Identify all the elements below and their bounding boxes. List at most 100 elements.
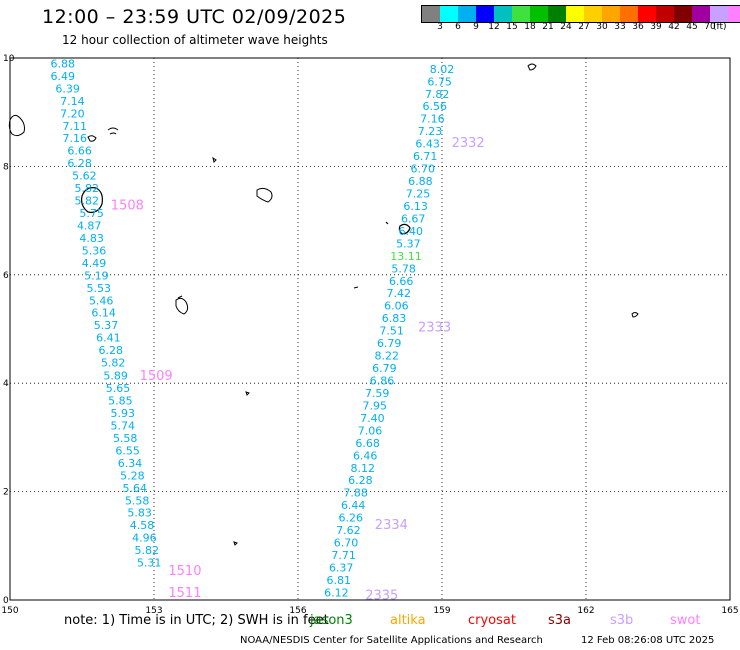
- color-scale-bar: [421, 5, 740, 23]
- color-scale-tick-label: 30: [596, 22, 608, 32]
- color-scale-tick-label: 15: [506, 22, 518, 32]
- wave-height-value: 5.74: [111, 419, 136, 432]
- x-tick-label: 162: [577, 606, 594, 616]
- wave-height-value: 5.37: [94, 319, 119, 332]
- wave-height-value: 6.43: [415, 138, 440, 151]
- wave-height-value: 6.06: [384, 300, 409, 313]
- wave-height-value: 7.40: [360, 412, 385, 425]
- wave-height-value: 6.67: [401, 212, 426, 225]
- wave-height-value: 4.96: [132, 532, 157, 545]
- y-tick-label: 2: [3, 488, 9, 498]
- wave-height-value: 5.75: [79, 207, 104, 220]
- wave-height-value: 6.70: [334, 537, 359, 550]
- island-outline: [256, 187, 273, 203]
- island-outline: [233, 541, 238, 546]
- island-outline: [631, 312, 639, 318]
- color-scale-tick-label: 45: [686, 22, 698, 32]
- wave-height-value: 5.93: [111, 407, 136, 420]
- island-outline: [87, 135, 97, 142]
- y-tick-label: 0: [3, 596, 9, 606]
- wave-height-value: 6.88: [51, 57, 76, 70]
- wave-height-value: 5.82: [75, 195, 100, 208]
- wave-height-value: 13.11: [390, 250, 422, 263]
- pass-number-label: 1511: [168, 586, 201, 601]
- wave-height-value: 5.62: [72, 170, 97, 183]
- color-scale-swatch: [422, 6, 440, 22]
- wave-height-value: 6.37: [329, 561, 354, 574]
- wave-height-value: 6.13: [403, 200, 428, 213]
- x-tick-label: 165: [721, 606, 738, 616]
- wave-height-value: 5.65: [106, 382, 131, 395]
- map-grid: [9, 57, 731, 601]
- color-scale-swatch: [494, 6, 512, 22]
- y-tick-label: 4: [3, 379, 9, 389]
- pass-number-label: 1508: [111, 198, 144, 213]
- wave-height-value: 7.82: [425, 88, 450, 101]
- color-scale-unit: (ft): [713, 22, 727, 32]
- wave-height-value: 7.11: [63, 120, 88, 133]
- color-scale-tick-label: 36: [632, 22, 644, 32]
- wave-height-value: 5.28: [120, 469, 145, 482]
- island-outline: [245, 391, 250, 396]
- color-scale-swatch: [602, 6, 620, 22]
- wave-height-value: 6.34: [118, 457, 143, 470]
- color-scale-tick-label: 18: [524, 22, 536, 32]
- island-outline: [175, 295, 189, 315]
- footer-date: 12 Feb 08:26:08 UTC 2025: [581, 635, 715, 646]
- wave-height-value: 6.14: [91, 307, 116, 320]
- wave-height-value: 6.46: [353, 449, 378, 462]
- mission-legend-altika: altika: [390, 613, 426, 628]
- wave-height-value: 5.36: [82, 244, 107, 257]
- wave-height-value: 5.46: [89, 294, 114, 307]
- wave-height-value: 6.56: [423, 100, 448, 113]
- wave-height-value: 4.49: [82, 257, 107, 270]
- wave-height-value: 6.75: [427, 75, 452, 88]
- wave-height-value: 8.12: [351, 462, 376, 475]
- island-outline: [8, 114, 25, 137]
- color-scale-tick-label: 6: [455, 22, 461, 32]
- wave-height-value: 6.70: [411, 163, 436, 176]
- wave-height-value: 5.82: [75, 182, 100, 195]
- wave-height-value: 6.40: [399, 225, 424, 238]
- x-tick-label: 150: [1, 606, 18, 616]
- wave-height-value: 7.71: [331, 549, 356, 562]
- wave-height-value: 5.19: [84, 269, 109, 282]
- wave-height-value: 5.83: [127, 507, 152, 520]
- island-outlines: [8, 63, 639, 546]
- wave-height-value: 7.25: [406, 188, 431, 201]
- pass-number-label: 2333: [418, 320, 451, 335]
- wave-height-value: 7.51: [379, 325, 404, 338]
- wave-height-labels: 6.886.496.397.147.207.117.166.666.285.62…: [51, 57, 455, 599]
- wave-height-value: 6.68: [355, 437, 380, 450]
- wave-height-value: 7.06: [358, 424, 383, 437]
- pass-number-label: 2332: [452, 136, 485, 151]
- color-scale-swatch: [584, 6, 602, 22]
- wave-height-value: 6.44: [341, 499, 366, 512]
- color-scale-swatch: [710, 6, 728, 22]
- color-scale-swatch: [476, 6, 494, 22]
- wave-height-value: 5.78: [391, 262, 416, 275]
- map-title: 12:00 – 23:59 UTC 02/09/2025: [42, 6, 347, 28]
- wave-height-value: 7.59: [365, 387, 390, 400]
- wave-height-value: 5.85: [108, 395, 133, 408]
- wave-height-value: 5.64: [123, 482, 148, 495]
- wave-height-value: 6.28: [348, 474, 373, 487]
- wave-height-value: 7.16: [420, 113, 445, 126]
- wave-height-value: 7.88: [343, 487, 368, 500]
- pass-number-labels: 1508 1509 1510 1511 2332 2333 2334 2335: [111, 136, 485, 604]
- y-tick-label: 6: [3, 271, 9, 281]
- wave-height-value: 7.23: [418, 125, 443, 138]
- color-scale-swatch: [620, 6, 638, 22]
- wave-height-value: 6.41: [96, 332, 121, 345]
- wave-height-value: 7.20: [60, 107, 85, 120]
- wave-height-value: 6.28: [67, 157, 92, 170]
- color-scale-tick-label: 12: [488, 22, 500, 32]
- color-scale-tick-label: 70: [704, 22, 716, 32]
- wave-height-value: 6.79: [372, 362, 397, 375]
- island-outline: [107, 127, 119, 135]
- wave-height-value: 6.79: [377, 337, 402, 350]
- island-outline: [81, 187, 103, 213]
- map-frame: [9, 57, 731, 601]
- color-scale-tick-label: 9: [473, 22, 479, 32]
- wave-height-value: 6.12: [324, 586, 349, 599]
